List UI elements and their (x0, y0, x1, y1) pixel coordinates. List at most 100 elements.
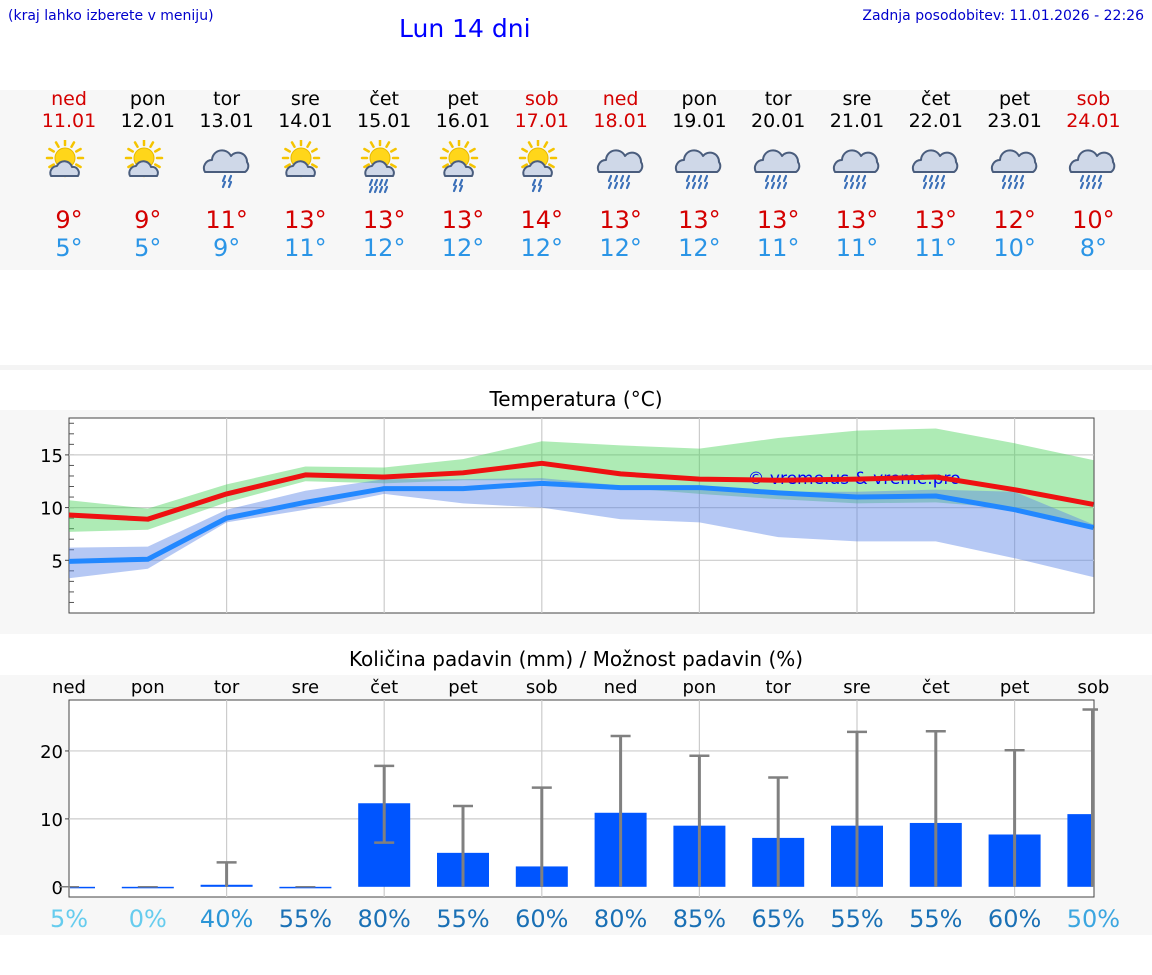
day-column: sre 14.01 13° 11° (265, 88, 345, 262)
day-date: 21.01 (829, 110, 885, 132)
precipitation-bar (121, 886, 174, 889)
x-category-label: ned (604, 677, 638, 698)
max-temperature: 14° (520, 206, 564, 234)
day-column: ned 11.01 9° 5° (29, 88, 109, 262)
max-temperature: 13° (678, 206, 721, 234)
min-temperature: 12° (599, 234, 642, 262)
max-temperature: 9° (55, 206, 83, 234)
day-date: 14.01 (278, 110, 333, 132)
location-hint-link[interactable]: (kraj lahko izberete v meniju) (8, 8, 214, 24)
precipitation-probability: 55% (436, 905, 489, 933)
precipitation-bar (1067, 814, 1093, 887)
precipitation-probability: 65% (752, 905, 805, 933)
day-date: 18.01 (593, 110, 648, 132)
y-tick-label: 5 (52, 551, 63, 572)
y-tick-label: 10 (40, 499, 63, 520)
cloud-rain-heavy-icon (990, 149, 1037, 190)
rain-drops (221, 174, 232, 189)
rain-drops (531, 178, 542, 193)
precipitation-bar (70, 886, 95, 889)
min-temperature: 5° (134, 234, 162, 262)
min-temperature: 11° (284, 234, 327, 262)
last-updated: Zadnja posodobitev: 11.01.2026 - 22:26 (862, 8, 1144, 24)
day-date: 15.01 (356, 110, 412, 132)
day-date: 24.01 (1066, 110, 1121, 132)
min-temperature: 11° (914, 234, 958, 262)
cloud-rain-heavy-icon (911, 149, 959, 190)
x-category-label: čet (922, 677, 950, 698)
min-temperature: 12° (520, 234, 564, 262)
y-tick-label: 10 (40, 810, 63, 831)
max-temperature-line (68, 460, 1094, 522)
x-category-label: čet (370, 677, 398, 698)
max-temperature: 13° (441, 206, 485, 234)
day-name: pon (681, 88, 718, 110)
day-name: pet (998, 88, 1031, 110)
min-temperature: 12° (362, 234, 406, 262)
divider (0, 365, 1152, 370)
y-tick-label: 15 (40, 446, 63, 467)
day-date: 12.01 (120, 110, 175, 132)
rain-drops (843, 174, 867, 190)
day-column: pon 12.01 9° 5° (108, 88, 188, 262)
x-category-label: tor (214, 677, 240, 698)
sun-cloud-rain-heavy-icon (360, 140, 400, 194)
day-column: pon 19.01 13° 12° (659, 88, 739, 262)
temperature-chart-title: Temperatura (°C) (489, 387, 663, 411)
day-column: sre 21.01 13° 11° (817, 88, 897, 262)
day-name: ned (51, 88, 87, 110)
day-name: sre (290, 88, 320, 110)
max-temperature: 13° (284, 206, 327, 234)
max-temperature: 11° (205, 206, 248, 234)
daily-forecast-panel (0, 90, 1152, 270)
rain-drops (607, 174, 630, 190)
min-temperature: 12° (441, 234, 485, 262)
precipitation-probability: 40% (200, 905, 253, 933)
y-tick-label: 20 (40, 742, 63, 763)
day-name: tor (764, 88, 792, 110)
x-category-label: sre (292, 677, 319, 698)
precipitation-probability: 55% (279, 905, 332, 933)
day-column: tor 20.01 13° 11° (738, 88, 818, 262)
max-range-band (69, 428, 1094, 532)
day-date: 23.01 (987, 110, 1042, 132)
x-category-label: pon (682, 677, 716, 698)
min-temperature: 5° (55, 234, 83, 262)
page-title: Lun 14 dni (399, 14, 531, 43)
x-category-label: sre (843, 677, 870, 698)
precipitation-probability: 0% (129, 905, 167, 933)
precipitation-probability: 60% (988, 905, 1041, 933)
y-tick-label: 0 (52, 878, 63, 899)
x-category-label: ned (52, 677, 86, 698)
min-range-band (69, 478, 1094, 579)
precipitation-probability: 55% (830, 905, 883, 933)
day-date: 13.01 (199, 110, 254, 132)
sun-cloud-rain-icon (439, 140, 479, 193)
max-temperature: 13° (362, 206, 406, 234)
x-category-label: sob (1077, 677, 1109, 698)
cloud-rain-heavy-icon (596, 149, 643, 190)
day-column: čet 15.01 13° 12° (344, 88, 424, 262)
sun-cloud-icon (45, 140, 85, 178)
day-name: tor (213, 88, 241, 110)
rain-drops (686, 174, 709, 190)
precipitation-chart-title: Količina padavin (mm) / Možnost padavin … (348, 647, 804, 671)
day-column: čet 22.01 13° 11° (896, 88, 976, 262)
x-category-label: pon (131, 677, 165, 698)
day-name: ned (602, 88, 639, 110)
day-name: sre (842, 88, 872, 110)
x-category-label: pet (448, 677, 478, 698)
sun-shape (439, 140, 479, 178)
precipitation-chart: 20 10 0 ned pon tor sre čet pet sob ned pon tor sre če… (40, 677, 1120, 933)
cloud-rain-icon (202, 149, 249, 189)
cloud-rain-heavy-icon (675, 149, 722, 190)
x-category-label: pet (1000, 677, 1030, 698)
precipitation-probability: 60% (515, 905, 568, 933)
sun-cloud-icon (282, 140, 321, 178)
precipitation-probability: 55% (909, 905, 962, 933)
max-temperature: 12° (993, 206, 1036, 234)
day-column: sob 24.01 10° 8° (1053, 88, 1133, 262)
day-date: 17.01 (514, 110, 569, 132)
max-temperature: 9° (134, 206, 162, 234)
rain-drops (765, 174, 788, 190)
